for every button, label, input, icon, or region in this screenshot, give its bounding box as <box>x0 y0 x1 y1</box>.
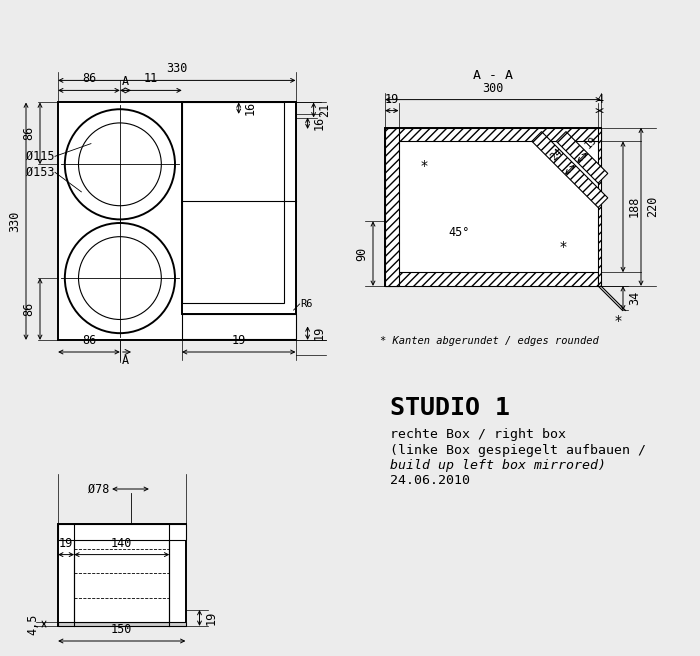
Bar <box>58 102 295 340</box>
Text: 16: 16 <box>244 101 257 115</box>
Text: * Kanten abgerundet / edges rounded: * Kanten abgerundet / edges rounded <box>380 336 598 346</box>
Text: 19: 19 <box>313 326 326 340</box>
Text: 86: 86 <box>22 126 35 140</box>
Bar <box>74 524 169 622</box>
Text: 21: 21 <box>318 103 332 117</box>
Text: Ø115: Ø115 <box>25 150 54 163</box>
Text: 24.06.2010: 24.06.2010 <box>390 474 470 487</box>
Text: 150: 150 <box>111 623 132 636</box>
Text: 19: 19 <box>232 334 246 347</box>
Text: A: A <box>122 354 129 367</box>
Bar <box>182 102 284 302</box>
Bar <box>385 128 399 286</box>
Circle shape <box>65 110 175 219</box>
Text: 19: 19 <box>583 134 599 150</box>
Text: Ø153: Ø153 <box>25 166 54 179</box>
Bar <box>385 128 601 286</box>
Text: 86: 86 <box>22 302 35 316</box>
Text: 45°: 45° <box>448 226 470 239</box>
Bar <box>182 102 295 314</box>
Text: 24: 24 <box>549 146 565 163</box>
Text: 11: 11 <box>144 72 158 85</box>
Text: 330: 330 <box>8 211 21 232</box>
Text: *: * <box>559 240 566 255</box>
Text: *: * <box>420 159 427 173</box>
Polygon shape <box>556 132 608 183</box>
Text: Ø78: Ø78 <box>88 483 109 495</box>
Text: rechte Box / right box: rechte Box / right box <box>390 428 566 441</box>
Text: (linke Box gespiegelt aufbauen /: (linke Box gespiegelt aufbauen / <box>390 444 646 457</box>
Bar <box>58 524 186 540</box>
Text: 19: 19 <box>59 537 74 550</box>
Text: 16: 16 <box>313 116 326 131</box>
Circle shape <box>78 123 161 206</box>
Text: R6: R6 <box>300 299 313 309</box>
Text: 34: 34 <box>628 291 641 305</box>
Bar <box>182 314 295 339</box>
Text: 19: 19 <box>385 92 399 106</box>
Text: A - A: A - A <box>473 69 513 82</box>
Bar <box>385 272 598 286</box>
Bar <box>385 128 601 141</box>
Text: STUDIO 1: STUDIO 1 <box>390 396 510 420</box>
Text: 4: 4 <box>596 92 603 106</box>
Text: 140: 140 <box>111 537 132 550</box>
Circle shape <box>78 237 161 319</box>
Circle shape <box>65 223 175 333</box>
Text: *: * <box>615 314 622 328</box>
Text: 300: 300 <box>482 81 504 94</box>
Text: 86: 86 <box>82 72 96 85</box>
Text: 86: 86 <box>82 334 96 347</box>
Bar <box>58 622 186 626</box>
Polygon shape <box>532 132 608 207</box>
Text: 90: 90 <box>355 247 368 260</box>
Text: A: A <box>122 75 129 89</box>
Text: 220: 220 <box>646 196 659 218</box>
Bar <box>58 524 186 626</box>
Text: build up left box mirrored): build up left box mirrored) <box>390 459 606 472</box>
Text: 330: 330 <box>166 62 188 75</box>
Text: 188: 188 <box>628 196 641 218</box>
Text: 4,5: 4,5 <box>26 613 39 635</box>
Text: 19: 19 <box>204 611 218 625</box>
Bar <box>598 128 601 286</box>
